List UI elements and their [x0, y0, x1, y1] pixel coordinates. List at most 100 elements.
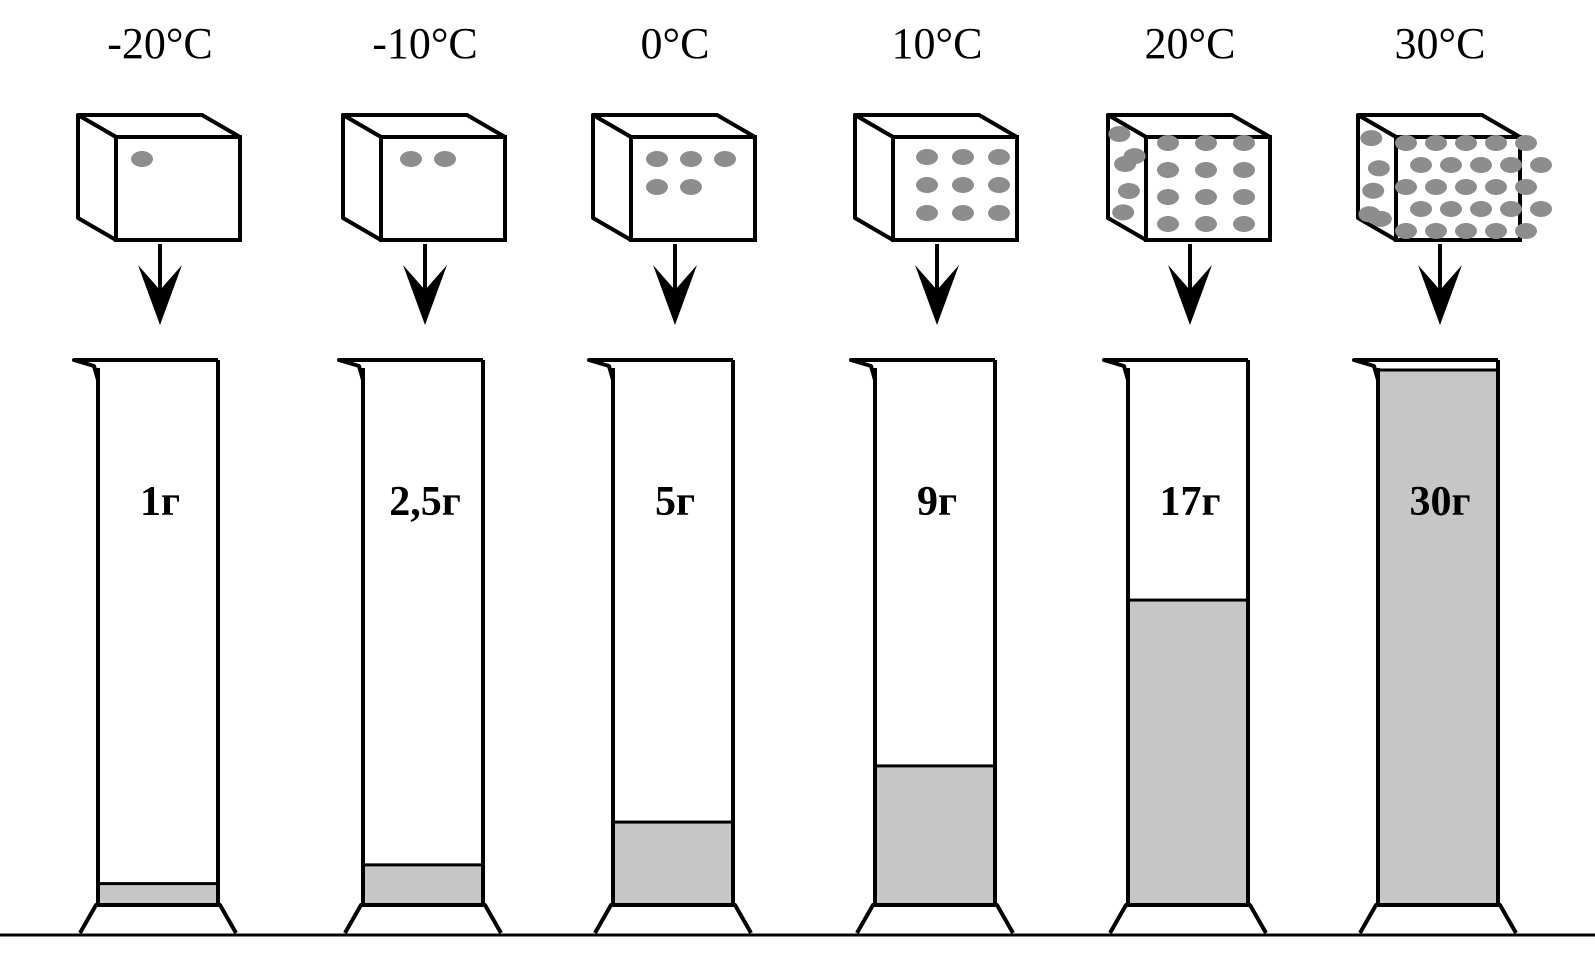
- liquid-fill: [361, 863, 485, 907]
- mass-label: 5г: [655, 479, 695, 525]
- particle-dot: [1358, 206, 1381, 223]
- cylinder-base: [593, 903, 753, 934]
- column-5: 20°C 17г: [1102, 19, 1272, 934]
- particle-dot: [916, 177, 938, 193]
- particle-dot: [1362, 182, 1385, 199]
- liquid-fill: [611, 820, 735, 907]
- down-arrow-icon: [403, 244, 447, 325]
- column-2: -10°C 2,5г: [337, 19, 507, 934]
- particle-dot: [1157, 216, 1179, 232]
- particle-dot: [680, 151, 702, 167]
- particle-dot: [1515, 223, 1537, 239]
- particle-dot: [916, 149, 938, 165]
- particle-dot: [434, 151, 456, 167]
- particle-dot: [952, 177, 974, 193]
- particle-dot: [952, 205, 974, 221]
- mass-label: 1г: [140, 479, 180, 525]
- temperature-label: 30°C: [1395, 19, 1486, 68]
- particle-dot: [1112, 204, 1135, 221]
- particle-dot: [680, 179, 702, 195]
- particle-dot: [1530, 157, 1552, 173]
- cube-icon: [591, 113, 757, 242]
- particle-dot: [1195, 135, 1217, 151]
- particle-dot: [1233, 162, 1255, 178]
- cube-side-face: [853, 113, 895, 242]
- cylinder-base: [78, 903, 238, 934]
- particle-dot: [1485, 223, 1507, 239]
- cylinder-base: [1108, 903, 1268, 934]
- down-arrow-icon: [1418, 244, 1462, 325]
- particle-dot: [646, 179, 668, 195]
- particle-dot: [1515, 179, 1537, 195]
- cube-icon: [76, 113, 242, 242]
- cylinder-base: [343, 903, 503, 934]
- arrow-head: [653, 265, 697, 325]
- particle-dot: [1233, 216, 1255, 232]
- liquid-fill: [96, 882, 220, 907]
- cylinder-rim: [587, 358, 733, 381]
- liquid-fill: [873, 764, 997, 907]
- temperature-label: -20°C: [107, 19, 213, 68]
- particle-dot: [1157, 189, 1179, 205]
- column-1: -20°C 1г: [72, 19, 242, 934]
- particle-dot: [1395, 223, 1417, 239]
- measuring-cylinder: 5г: [587, 358, 753, 934]
- arrow-head: [138, 265, 182, 325]
- measuring-cylinder: 17г: [1102, 358, 1268, 934]
- cube-icon: [1106, 113, 1272, 242]
- arrow-head: [1168, 265, 1212, 325]
- arrow-head: [1418, 265, 1462, 325]
- particle-dot: [1195, 162, 1217, 178]
- temperature-label: 10°C: [892, 19, 983, 68]
- cylinder-rim: [337, 358, 483, 381]
- particle-dot: [952, 149, 974, 165]
- particle-dot: [1530, 201, 1552, 217]
- particle-dot: [1455, 223, 1477, 239]
- down-arrow-icon: [653, 244, 697, 325]
- particle-dot: [1410, 157, 1432, 173]
- particle-dot: [1157, 135, 1179, 151]
- particle-dot: [1108, 125, 1131, 142]
- column-6: 30°C 30г: [1352, 19, 1552, 934]
- cube-front-face: [114, 135, 242, 242]
- cube-front-face: [379, 135, 507, 242]
- particle-dot: [646, 151, 668, 167]
- arrow-head: [915, 265, 959, 325]
- cube-side-face: [591, 113, 633, 242]
- temperature-label: 20°C: [1145, 19, 1236, 68]
- particle-dot: [988, 205, 1010, 221]
- cylinder-rim: [1352, 358, 1498, 381]
- measuring-cylinder: 30г: [1352, 358, 1518, 934]
- particle-dot: [1485, 135, 1507, 151]
- measuring-cylinder: 1г: [72, 358, 238, 934]
- measuring-cylinder: 2,5г: [337, 358, 503, 934]
- column-4: 10°C 9г: [849, 19, 1019, 934]
- particle-dot: [400, 151, 422, 167]
- particle-dot: [1233, 189, 1255, 205]
- down-arrow-icon: [915, 244, 959, 325]
- particle-dot: [1440, 201, 1462, 217]
- liquid-fill: [1126, 598, 1250, 907]
- cylinder-rim: [1102, 358, 1248, 381]
- mass-label: 2,5г: [389, 479, 461, 525]
- cylinder-rim: [849, 358, 995, 381]
- particle-dot: [1360, 130, 1383, 147]
- particle-dot: [1195, 189, 1217, 205]
- particle-dot: [714, 151, 736, 167]
- particle-dot: [1440, 157, 1462, 173]
- particle-dot: [916, 205, 938, 221]
- particle-dot: [1470, 157, 1492, 173]
- particle-dot: [1425, 223, 1447, 239]
- particle-dot: [1500, 201, 1522, 217]
- particle-dot: [1157, 162, 1179, 178]
- mass-label: 9г: [917, 479, 957, 525]
- cylinder-base: [855, 903, 1015, 934]
- particle-dot: [1395, 135, 1417, 151]
- particle-dot: [1455, 179, 1477, 195]
- particle-dot: [1395, 179, 1417, 195]
- cube-icon: [1356, 113, 1552, 242]
- mass-label: 17г: [1159, 479, 1220, 525]
- measuring-cylinder: 9г: [849, 358, 1015, 934]
- particle-dot: [1367, 160, 1390, 177]
- particle-dot: [1410, 201, 1432, 217]
